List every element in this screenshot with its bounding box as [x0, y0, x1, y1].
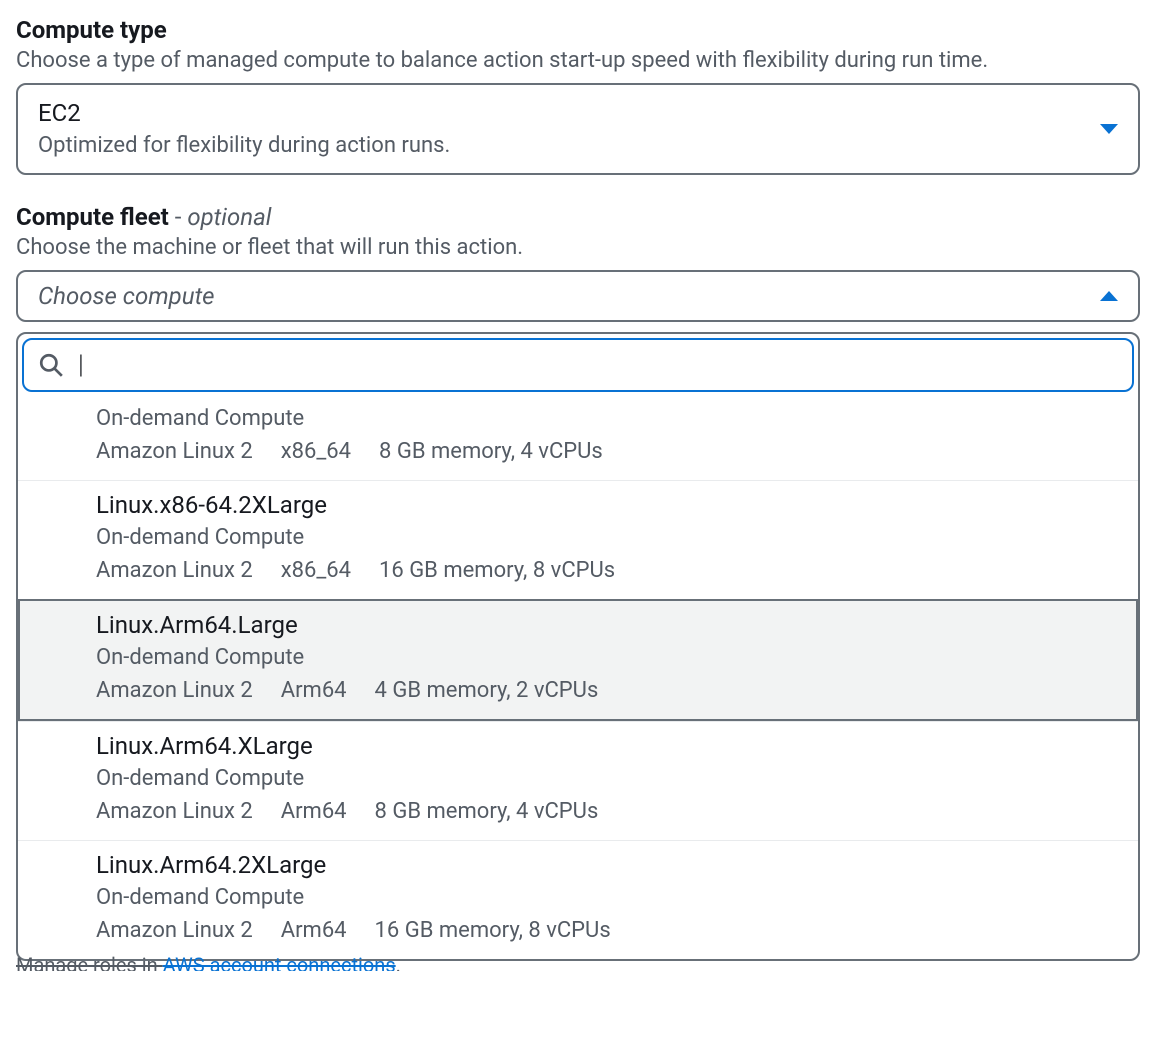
footer-link[interactable]: AWS account connections [163, 953, 396, 971]
footer-hint: Manage roles in AWS account connections. [16, 953, 1140, 971]
option-sublabel: On-demand Compute [96, 521, 1118, 554]
compute-fleet-select-content: Choose compute [38, 282, 1100, 310]
compute-fleet-option-list: On-demand ComputeAmazon Linux 2x86_648 G… [18, 396, 1138, 959]
option-sublabel: On-demand Compute [96, 762, 1118, 795]
compute-type-title: Compute type [16, 16, 1140, 44]
compute-fleet-description: Choose the machine or fleet that will ru… [16, 235, 1140, 260]
option-os: Amazon Linux 2 [96, 914, 253, 947]
compute-fleet-select[interactable]: Choose compute [16, 270, 1140, 322]
option-name: Linux.Arm64.2XLarge [96, 851, 1118, 879]
option-arch: Arm64 [281, 674, 347, 707]
compute-fleet-optional: optional [187, 203, 271, 231]
option-specs: Amazon Linux 2 x86_64 8 GB memory, 4 vCPUs [96, 435, 1118, 468]
footer-suffix: . [396, 953, 401, 971]
compute-fleet-title-text: Compute fleet [16, 203, 169, 231]
option-name: Linux.x86-64.2XLarge [96, 491, 1118, 519]
option-arch: x86_64 [281, 435, 351, 468]
compute-fleet-search-input[interactable] [98, 352, 1118, 378]
compute-type-description: Choose a type of managed compute to bala… [16, 48, 1140, 73]
compute-fleet-title-dash: - [169, 203, 188, 231]
option-arch: Arm64 [281, 914, 347, 947]
option-arch: Arm64 [281, 795, 347, 828]
option-specs: Amazon Linux 2 Arm64 16 GB memory, 8 vCPUs [96, 914, 1118, 947]
option-os: Amazon Linux 2 [96, 554, 253, 587]
option-sublabel: On-demand Compute [96, 881, 1118, 914]
option-specs: Amazon Linux 2 Arm64 8 GB memory, 4 vCPUs [96, 795, 1118, 828]
compute-fleet-option[interactable]: Linux.Arm64.XLargeOn-demand ComputeAmazo… [18, 721, 1138, 840]
compute-fleet-title: Compute fleet - optional [16, 203, 1140, 231]
compute-fleet-search-row[interactable]: | [22, 338, 1134, 392]
option-arch: x86_64 [281, 554, 351, 587]
compute-fleet-option[interactable]: Linux.Arm64.2XLargeOn-demand ComputeAmaz… [18, 840, 1138, 959]
compute-fleet-option[interactable]: On-demand ComputeAmazon Linux 2 x86_64 8 G… [18, 396, 1138, 480]
compute-fleet-section: Compute fleet - optional Choose the mach… [16, 203, 1140, 961]
compute-fleet-placeholder: Choose compute [38, 282, 1100, 310]
option-memory: 16 GB memory, 8 vCPUs [379, 554, 615, 587]
search-cursor: | [78, 352, 84, 378]
search-icon [38, 352, 64, 378]
chevron-down-icon [1100, 124, 1118, 134]
compute-type-select-content: EC2 Optimized for flexibility during act… [38, 97, 1100, 161]
option-memory: 8 GB memory, 4 vCPUs [379, 435, 603, 468]
chevron-up-icon [1100, 291, 1118, 301]
option-name: Linux.Arm64.XLarge [96, 732, 1118, 760]
compute-fleet-option[interactable]: Linux.Arm64.LargeOn-demand ComputeAmazon… [18, 599, 1138, 721]
option-specs: Amazon Linux 2 x86_64 16 GB memory, 8 vCPU… [96, 554, 1118, 587]
option-os: Amazon Linux 2 [96, 674, 253, 707]
option-os: Amazon Linux 2 [96, 795, 253, 828]
compute-type-section: Compute type Choose a type of managed co… [16, 16, 1140, 175]
option-memory: 8 GB memory, 4 vCPUs [375, 795, 599, 828]
compute-type-select[interactable]: EC2 Optimized for flexibility during act… [16, 83, 1140, 175]
option-name: Linux.Arm64.Large [96, 611, 1118, 639]
option-memory: 16 GB memory, 8 vCPUs [375, 914, 611, 947]
option-specs: Amazon Linux 2 Arm64 4 GB memory, 2 vCPUs [96, 674, 1118, 707]
option-sublabel: On-demand Compute [96, 641, 1118, 674]
compute-type-selected-subtext: Optimized for flexibility during action … [38, 131, 1100, 162]
option-memory: 4 GB memory, 2 vCPUs [375, 674, 599, 707]
option-sublabel: On-demand Compute [96, 402, 1118, 435]
option-os: Amazon Linux 2 [96, 435, 253, 468]
compute-type-selected-value: EC2 [38, 97, 1100, 131]
compute-fleet-dropdown: | On-demand ComputeAmazon Linux 2x86_648… [16, 332, 1140, 961]
footer-prefix: Manage roles in [16, 953, 163, 971]
compute-fleet-option[interactable]: Linux.x86-64.2XLargeOn-demand ComputeAma… [18, 480, 1138, 599]
